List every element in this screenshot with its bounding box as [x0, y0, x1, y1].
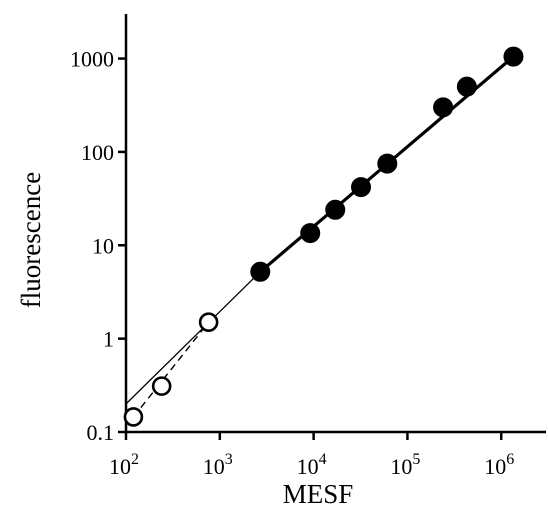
fit-line-thin [125, 271, 261, 405]
x-tick-label: 106 [484, 451, 514, 479]
x-tick-exponent: 5 [412, 451, 420, 468]
fit-line-dashed [132, 321, 210, 418]
x-tick-exponent: 3 [225, 451, 233, 468]
x-tick-exponent: 4 [319, 451, 327, 468]
y-tick-label: 0.1 [87, 420, 115, 445]
fit-lines [125, 55, 515, 418]
x-tick-base: 10 [297, 454, 319, 479]
data-point-filled [377, 153, 398, 174]
y-tick-label: 1000 [70, 47, 114, 72]
data-point-filled [433, 97, 454, 118]
data-point-open [123, 407, 144, 427]
x-tick-label: 104 [297, 451, 327, 479]
axes [124, 14, 546, 434]
points [123, 46, 524, 427]
data-point-open [198, 312, 219, 332]
x-axis-title: MESF [283, 479, 354, 509]
y-axis-title: fluorescence [16, 172, 46, 308]
y-tick-label: 10 [92, 233, 114, 258]
x-tick-exponent: 2 [131, 451, 139, 468]
x-tick-base: 10 [484, 454, 506, 479]
ticks [118, 57, 503, 440]
data-point-filled [351, 177, 372, 198]
data-point-open [151, 376, 172, 396]
x-tick-base: 10 [390, 454, 412, 479]
data-point-filled [250, 261, 271, 282]
x-tick-label: 105 [390, 451, 420, 479]
data-point-filled [503, 46, 524, 67]
data-point-filled [456, 76, 477, 97]
y-tick-label: 1 [103, 327, 114, 352]
y-tick-label: 100 [81, 140, 114, 165]
x-tick-label: 103 [203, 451, 233, 479]
x-tick-base: 10 [203, 454, 225, 479]
x-tick-label: 102 [109, 451, 139, 479]
data-point-filled [325, 199, 346, 220]
x-tick-exponent: 6 [506, 451, 514, 468]
x-tick-base: 10 [109, 454, 131, 479]
data-point-filled [300, 223, 321, 244]
